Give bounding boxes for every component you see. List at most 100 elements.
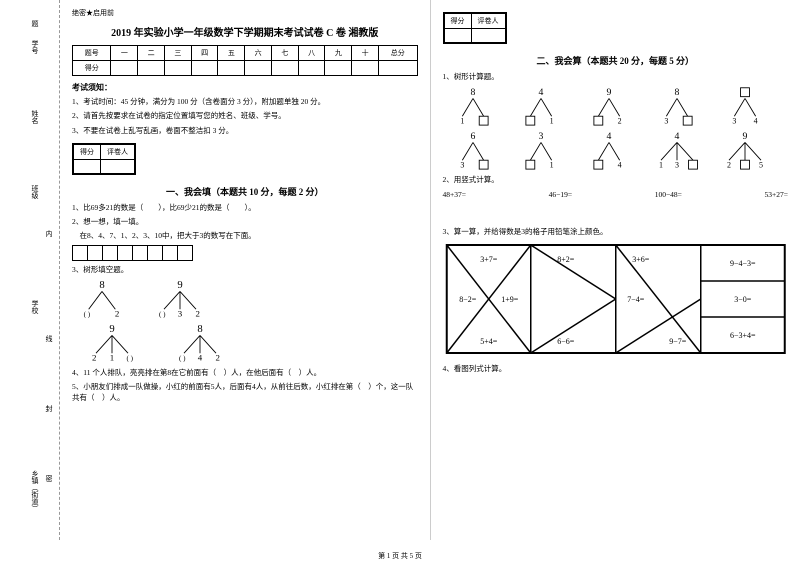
cell: 总分	[378, 46, 417, 61]
svg-text:1: 1	[460, 117, 464, 126]
svg-text:6: 6	[470, 131, 475, 142]
cell	[164, 61, 191, 76]
svg-text:8: 8	[99, 280, 104, 291]
margin-label: 学号	[30, 40, 40, 54]
section1-title: 一、我会填（本题共 10 分，每题 2 分）	[72, 185, 418, 198]
svg-text:9−4−3=: 9−4−3=	[729, 259, 755, 268]
vertical-calc-row: 48+37= 46−19= 100−48= 53+27=	[443, 190, 789, 199]
svg-text:1: 1	[549, 117, 553, 126]
svg-text:2: 2	[617, 117, 621, 126]
tree-diagram: 4 4	[579, 130, 639, 170]
notice-item: 2、请首先按要求在试卷的指定位置填写您的姓名、班级、学号。	[72, 110, 418, 121]
s2q4: 4、看图列式计算。	[443, 363, 789, 374]
margin-label: 题	[30, 20, 40, 27]
svg-text:5: 5	[759, 161, 763, 170]
cell	[218, 61, 245, 76]
cell	[245, 61, 272, 76]
answer-boxes	[72, 245, 418, 261]
svg-text:3+6=: 3+6=	[632, 255, 650, 264]
cell: 九	[325, 46, 352, 61]
left-column: 绝密★启用前 2019 年实验小学一年级数学下学期期末考试试卷 C 卷 湘教版 …	[60, 0, 431, 540]
calc: 46−19=	[549, 190, 572, 199]
cell	[111, 61, 138, 76]
cell	[138, 61, 165, 76]
svg-text:9−7=: 9−7=	[669, 337, 687, 346]
svg-text:( ): ( )	[179, 354, 186, 362]
svg-text:3−0=: 3−0=	[734, 295, 752, 304]
tree-diagram: 4 1	[511, 86, 571, 126]
cell: 四	[191, 46, 218, 61]
svg-text:4: 4	[617, 161, 621, 170]
svg-text:7−4=: 7−4=	[627, 295, 645, 304]
svg-text:3: 3	[460, 161, 464, 170]
cell	[74, 159, 101, 173]
svg-text:8: 8	[470, 87, 475, 98]
cell	[378, 61, 417, 76]
tree-diagram: 9 2	[579, 86, 639, 126]
tree-diagram: 8 3	[647, 86, 707, 126]
grader-box: 得分评卷人	[443, 12, 507, 44]
q5: 5、小朋友们排成一队做操，小红的前面有5人，后面有4人，从前往后数，小红排在第（…	[72, 381, 418, 404]
svg-text:1+9=: 1+9=	[501, 295, 519, 304]
svg-text:3+7=: 3+7=	[480, 255, 498, 264]
svg-text:1: 1	[659, 161, 663, 170]
cell: 得分	[73, 61, 111, 76]
tree-row: 9 2 1 ( ) 8 ( ) 4 2	[72, 323, 418, 363]
tree-diagram: 3 4	[715, 86, 775, 126]
margin-label: 学校	[30, 300, 40, 314]
margin-marker: 密	[44, 475, 54, 482]
svg-text:( ): ( )	[84, 310, 91, 318]
q4: 4、11 个人排队，亮亮排在第8在它前面有（ ）人，在他后面有（ ）人。	[72, 367, 418, 378]
svg-text:3: 3	[664, 117, 668, 126]
svg-text:9: 9	[606, 87, 611, 98]
cell	[191, 61, 218, 76]
margin-label: 班级	[30, 185, 40, 199]
svg-text:4: 4	[606, 131, 611, 142]
svg-text:9: 9	[177, 280, 182, 291]
secret-label: 绝密★启用前	[72, 8, 418, 18]
tree-row: 8 ( ) 2 9 ( ) 3 2	[72, 279, 418, 319]
section2-title: 二、我会算（本题共 20 分，每题 5 分）	[443, 54, 789, 67]
s2q1: 1、树形计算题。	[443, 71, 789, 82]
svg-text:6−3+4=: 6−3+4=	[729, 331, 755, 340]
svg-text:8−2=: 8−2=	[459, 295, 477, 304]
notice-head: 考试须知：	[72, 82, 418, 93]
svg-text:3: 3	[675, 161, 679, 170]
svg-text:9: 9	[742, 131, 747, 142]
svg-text:2: 2	[196, 308, 200, 318]
score-table: 题号 一 二 三 四 五 六 七 八 九 十 总分 得分	[72, 45, 418, 76]
svg-text:2: 2	[92, 352, 96, 362]
tree-diagram: 9 2 5	[715, 130, 775, 170]
grader-box: 得分评卷人	[72, 143, 136, 175]
tree-diagram: 6 3	[443, 130, 503, 170]
calc: 48+37=	[443, 190, 466, 199]
tree-diagram: 8 ( ) 2	[72, 279, 132, 319]
cell: 二	[138, 46, 165, 61]
page: 题 学号 姓名 班级 内 学校 线 封 密 乡镇（街道） 绝密★启用前 2019…	[0, 0, 800, 540]
cell: 七	[271, 46, 298, 61]
right-column: 得分评卷人 二、我会算（本题共 20 分，每题 5 分） 1、树形计算题。 8 …	[431, 0, 800, 540]
svg-text:4: 4	[198, 352, 203, 362]
cell	[325, 61, 352, 76]
tree-diagram: 9 2 1 ( )	[72, 323, 152, 363]
tree-diagram: 8 ( ) 4 2	[160, 323, 240, 363]
tree-diagram: 4 1 3	[647, 130, 707, 170]
cell	[352, 61, 379, 76]
margin-marker: 封	[44, 405, 54, 412]
svg-text:2: 2	[115, 308, 119, 318]
cell: 五	[218, 46, 245, 61]
tree-row: 6 3 3 1 4 4 4 1 3 9 2 5	[443, 130, 789, 170]
notice-item: 3、不要在试卷上乱写乱画，卷面不整洁扣 3 分。	[72, 125, 418, 136]
s2q2: 2、用竖式计算。	[443, 174, 789, 185]
margin-label: 乡镇（街道）	[30, 470, 40, 512]
svg-text:5+4=: 5+4=	[480, 337, 498, 346]
cell: 评卷人	[471, 14, 505, 29]
cell: 十	[352, 46, 379, 61]
tree-diagram: 3 1	[511, 130, 571, 170]
geometry-grid: 3+7= 8+2= 3+6= 9−4−3= 8−2= 1+9= 7−4= 3−0…	[443, 244, 789, 354]
cell: 三	[164, 46, 191, 61]
svg-text:2: 2	[216, 352, 220, 362]
q2b: 在8、4、7、1、2、3、10中，把大于3的数写在下面。	[72, 230, 418, 241]
cell	[471, 29, 505, 43]
svg-text:9: 9	[109, 324, 114, 335]
